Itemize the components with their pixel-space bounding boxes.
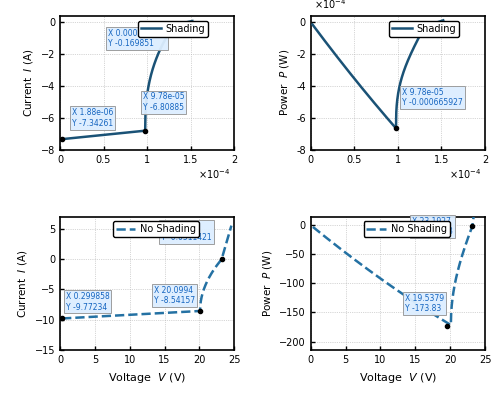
Text: X 0.299858
Y -9.77234: X 0.299858 Y -9.77234 — [66, 292, 110, 312]
Text: X 20.0994
Y -8.54157: X 20.0994 Y -8.54157 — [154, 286, 195, 305]
Text: X 9.78e-05
Y -6.80885: X 9.78e-05 Y -6.80885 — [142, 92, 184, 112]
Text: X 23.1927
Y -1.18613: X 23.1927 Y -1.18613 — [412, 217, 453, 236]
Text: $\times10^{-4}$: $\times10^{-4}$ — [314, 0, 346, 11]
Text: $\times10^{-4}$: $\times10^{-4}$ — [198, 167, 230, 181]
Text: X 1.88e-06
Y -7.34261: X 1.88e-06 Y -7.34261 — [72, 108, 114, 128]
X-axis label: Voltage  $V$ (V): Voltage $V$ (V) — [108, 371, 186, 384]
Y-axis label: Current  $I$ (A): Current $I$ (A) — [22, 49, 35, 117]
Text: X 23.1927
Y -0.0511421: X 23.1927 Y -0.0511421 — [161, 222, 212, 242]
Y-axis label: Current  $I$ (A): Current $I$ (A) — [16, 249, 29, 318]
Legend: No Shading: No Shading — [364, 221, 450, 237]
Text: X 0.000131044
Y -0.169851: X 0.000131044 Y -0.169851 — [108, 29, 166, 48]
Y-axis label: Power  $P$ (W): Power $P$ (W) — [278, 49, 290, 117]
Legend: Shading: Shading — [389, 21, 459, 37]
Y-axis label: Power  $P$ (W): Power $P$ (W) — [261, 250, 274, 317]
Text: X 9.78e-05
Y -0.000665927: X 9.78e-05 Y -0.000665927 — [402, 88, 463, 107]
X-axis label: Voltage  $V$ (V): Voltage $V$ (V) — [359, 371, 437, 384]
Text: X 19.5379
Y -173.83: X 19.5379 Y -173.83 — [405, 294, 444, 313]
Text: $\times10^{-4}$: $\times10^{-4}$ — [449, 167, 482, 181]
Legend: No Shading: No Shading — [112, 221, 199, 237]
Legend: Shading: Shading — [138, 21, 208, 37]
